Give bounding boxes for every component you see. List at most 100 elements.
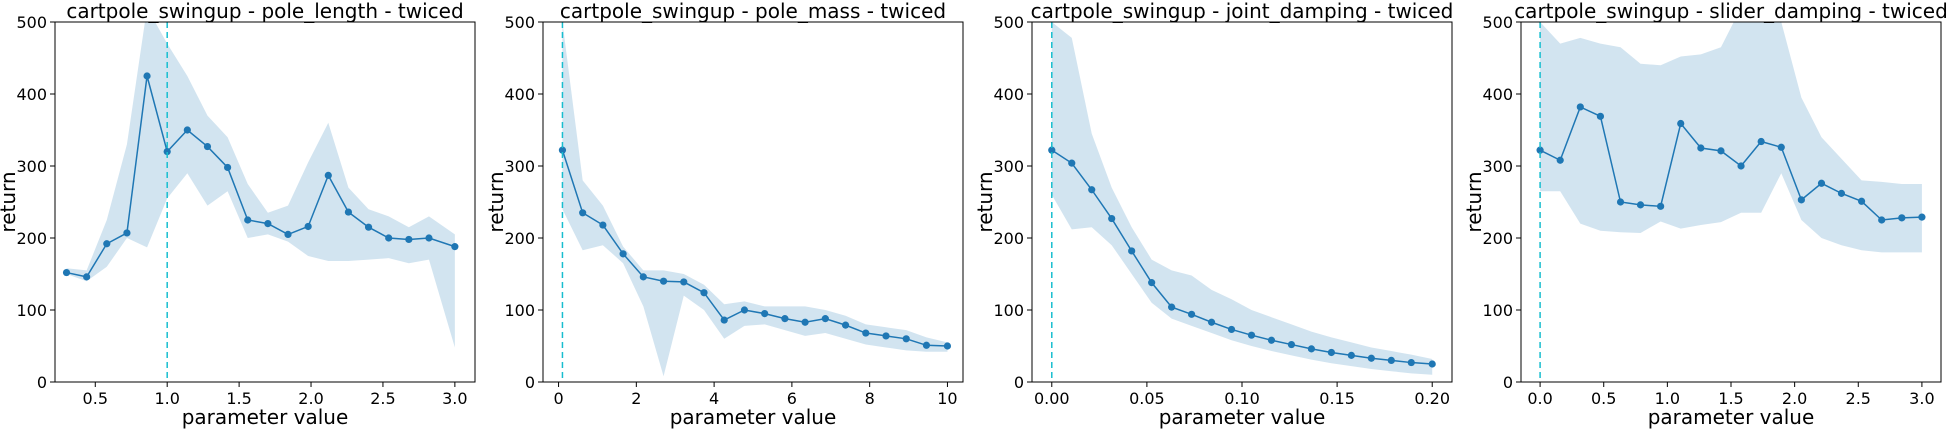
data-point	[1898, 214, 1906, 222]
y-tick-label: 200	[993, 229, 1024, 248]
data-point	[1287, 340, 1296, 349]
x-tick-label: 2.0	[298, 389, 323, 408]
x-tick-label: 2	[631, 389, 641, 408]
x-tick-label: 4	[709, 389, 719, 408]
y-tick-label: 100	[993, 301, 1024, 320]
data-point	[841, 321, 850, 329]
data-point	[364, 223, 373, 231]
data-point	[203, 142, 212, 151]
chart-title: cartpole_swingup - slider_damping - twic…	[1514, 0, 1948, 23]
plot-area	[62, 22, 459, 348]
y-tick-label: 100	[16, 301, 47, 320]
data-point	[882, 332, 890, 340]
data-point	[264, 220, 272, 228]
x-tick-label: 0.0	[1527, 389, 1552, 408]
chart-title: cartpole_swingup - pole_mass - twiced	[560, 0, 946, 23]
data-point	[680, 278, 688, 286]
x-tick-label: 0.20	[1414, 389, 1450, 408]
x-tick-label: 0.00	[1034, 389, 1070, 408]
data-point	[324, 171, 332, 179]
data-point	[1657, 202, 1665, 210]
data-point	[1187, 310, 1196, 318]
y-axis-label: return	[0, 171, 20, 232]
x-tick-label: 2.0	[1782, 389, 1807, 408]
data-point	[1307, 345, 1316, 353]
data-point	[1878, 216, 1886, 224]
data-point	[1148, 279, 1156, 287]
data-point	[1677, 119, 1685, 128]
data-point	[1737, 162, 1745, 170]
data-point	[1387, 356, 1395, 364]
y-tick-label: 300	[16, 157, 47, 176]
chart-title: cartpole_swingup - pole_length - twiced	[66, 0, 463, 23]
x-tick-label: 3.0	[1909, 389, 1934, 408]
data-point	[103, 240, 111, 248]
axes-frame	[54, 21, 476, 383]
x-tick-label: 0.10	[1224, 389, 1260, 408]
y-tick-label: 400	[504, 85, 535, 104]
series-line	[66, 75, 456, 278]
y-tick-label: 100	[504, 301, 535, 320]
data-point	[1407, 358, 1415, 367]
x-tick-label: 0.5	[1591, 389, 1616, 408]
data-point	[922, 341, 931, 349]
data-point	[639, 273, 647, 281]
data-point	[244, 216, 252, 224]
data-point	[1556, 156, 1564, 164]
y-tick-label: 300	[1482, 157, 1513, 176]
chart-panel-4: 0.0 0.5 1.0 1.5 2.0 2.5 3.0 0 100 200 300 400 500 car…	[1462, 0, 1948, 429]
data-point	[821, 315, 829, 323]
plot-area	[1536, 22, 1926, 253]
data-point	[558, 146, 567, 154]
data-point	[1207, 318, 1216, 326]
data-point	[385, 234, 393, 242]
data-point	[83, 273, 91, 281]
x-tick-label: 10	[937, 389, 957, 408]
x-axis-label: parameter value	[182, 405, 349, 429]
data-point	[344, 208, 353, 216]
data-point	[1697, 144, 1705, 152]
confidence-band	[1051, 22, 1433, 375]
x-tick-label: 2.5	[370, 389, 395, 408]
data-point	[1536, 146, 1544, 154]
x-tick-label: 1.0	[1655, 389, 1680, 408]
data-point	[761, 310, 769, 318]
x-tick-label: 2.5	[1846, 389, 1871, 408]
data-point	[1068, 159, 1076, 167]
x-tick-label: 0.15	[1319, 389, 1355, 408]
data-point	[451, 243, 459, 251]
y-tick-label: 500	[1482, 13, 1513, 32]
y-tick-label: 300	[993, 157, 1024, 176]
data-point	[1267, 336, 1276, 344]
data-point	[1128, 247, 1136, 255]
data-point	[143, 72, 151, 80]
data-point	[1857, 197, 1866, 205]
series-line	[1539, 105, 1922, 221]
y-axis-label: return	[484, 171, 508, 232]
data-point	[1168, 303, 1176, 311]
chart-panel-1: 0.5 1.0 1.5 2.0 2.5 3.0 0 100 200 300 400 500 cartpo…	[0, 0, 476, 429]
data-point	[224, 163, 232, 172]
x-tick-label: 3.0	[442, 389, 467, 408]
data-point	[1616, 198, 1625, 206]
y-tick-label: 0	[1503, 373, 1513, 392]
y-tick-label: 300	[504, 157, 535, 176]
plot-area	[558, 22, 952, 377]
data-point	[1048, 146, 1056, 154]
data-point	[1247, 331, 1256, 339]
data-point	[1227, 325, 1236, 334]
data-point	[1817, 179, 1826, 187]
data-point	[1918, 213, 1926, 221]
chart-panel-3: 0.00 0.05 0.10 0.15 0.20 0 100 200 300 400 500 cart…	[973, 0, 1453, 429]
y-tick-label: 100	[1482, 301, 1513, 320]
x-tick-label: 0	[553, 389, 563, 408]
data-point	[740, 306, 749, 314]
confidence-band	[66, 22, 455, 348]
data-point	[163, 148, 171, 156]
chart-title: cartpole_swingup - joint_damping - twice…	[1031, 0, 1454, 23]
x-tick-label: 1.5	[1718, 389, 1743, 408]
data-point	[619, 250, 627, 258]
y-tick-label: 200	[504, 229, 535, 248]
